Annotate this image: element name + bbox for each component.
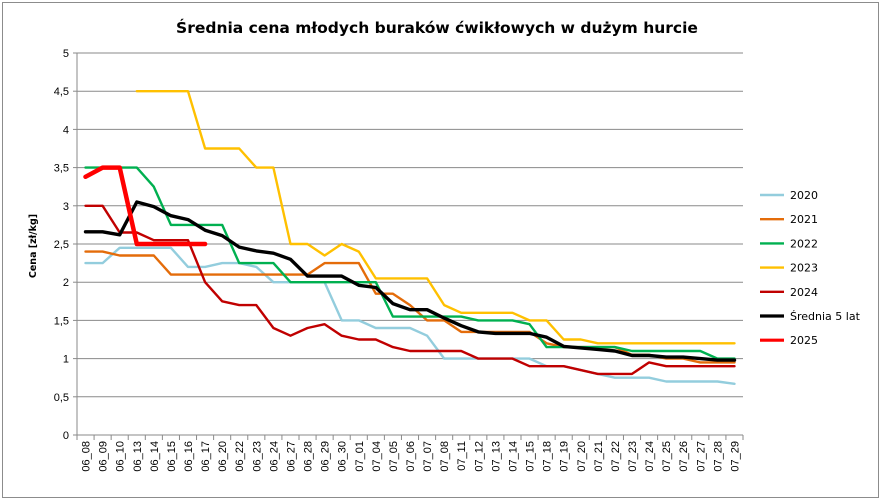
x-tick-label: 07_01 <box>354 441 366 472</box>
x-tick-label: 07_20 <box>576 441 588 472</box>
x-tick-label: 06_29 <box>320 441 332 472</box>
series-line-2021 <box>84 250 736 364</box>
x-tick-label: 06_16 <box>183 441 195 472</box>
x-tick-label: 07_07 <box>422 441 434 472</box>
y-axis-ticks: 0 0,5 1 1,5 2 2,5 3 3,5 4 4,5 5 <box>54 48 77 442</box>
series-line-2025 <box>83 165 208 247</box>
x-tick-label: 07_12 <box>473 441 485 472</box>
y-tick-label: 2,5 <box>54 239 69 251</box>
y-tick-label: 3,5 <box>54 163 69 175</box>
x-tick-label: 06_27 <box>285 441 297 472</box>
y-tick-label: 0 <box>63 430 69 442</box>
x-tick-label: 07_15 <box>525 441 537 472</box>
series-line-2022 <box>84 166 736 360</box>
x-tick-label: 06_28 <box>303 441 315 472</box>
x-tick-label: 06_13 <box>132 441 144 472</box>
x-tick-label: 06_20 <box>217 441 229 472</box>
x-tick-label: 07_05 <box>388 441 400 472</box>
y-tick-label: 5 <box>63 48 69 60</box>
x-tick-label: 07_24 <box>644 441 656 472</box>
series-lines <box>83 90 737 385</box>
x-tick-label: 06_08 <box>81 441 93 472</box>
legend-label: 2022 <box>790 237 818 250</box>
y-tick-label: 4,5 <box>54 86 69 98</box>
x-tick-label: 07_23 <box>627 441 639 472</box>
series-line-2020 <box>84 246 736 385</box>
x-tick-label: 07_06 <box>405 441 417 472</box>
x-tick-label: 06_10 <box>115 441 127 472</box>
x-tick-label: 06_24 <box>268 441 280 472</box>
x-tick-label: 07_08 <box>439 441 451 472</box>
y-axis-label: Cena [zł/kg] <box>28 214 39 278</box>
legend-label: 2025 <box>790 334 818 347</box>
y-tick-label: 1 <box>63 354 69 366</box>
x-tick-label: 06_22 <box>234 441 246 472</box>
x-tick-label: 07_19 <box>559 441 571 472</box>
x-tick-label: 07_26 <box>678 441 690 472</box>
y-tick-label: 0,5 <box>54 392 69 404</box>
x-tick-label: 07_27 <box>695 441 707 472</box>
x-tick-label: 07_13 <box>490 441 502 472</box>
x-tick-label: 07_14 <box>507 441 519 472</box>
x-tick-label: 07_11 <box>456 441 468 471</box>
x-tick-label: 06_09 <box>98 441 110 472</box>
x-tick-label: 07_28 <box>712 441 724 472</box>
legend-label: Średnia 5 lat <box>790 310 861 323</box>
y-tick-label: 3 <box>63 201 69 213</box>
x-tick-label: 06_14 <box>149 441 161 472</box>
x-tick-label: 06_23 <box>251 441 263 472</box>
y-tick-label: 1,5 <box>54 315 69 327</box>
legend-label: 2023 <box>790 262 818 275</box>
series-line-srednia-5-lat <box>83 200 737 362</box>
x-tick-label: 07_22 <box>610 441 622 472</box>
x-tick-label: 07_21 <box>593 441 605 472</box>
series-line-2023 <box>135 90 736 345</box>
legend-label: 2020 <box>790 189 818 202</box>
x-tick-label: 07_29 <box>729 441 741 472</box>
x-tick-label: 07_18 <box>542 441 554 472</box>
legend-label: 2024 <box>790 286 818 299</box>
y-tick-label: 4 <box>63 124 69 136</box>
y-tick-label: 2 <box>63 277 69 289</box>
x-axis-ticks: 06_08 06_09 06_10 06_13 06_14 06_15 06_16 06_17… <box>76 435 744 472</box>
legend: 2020 2021 2022 2023 2024 Średnia 5 lat 2025 <box>760 189 861 347</box>
x-tick-label: 06_30 <box>337 441 349 472</box>
series-line-2024 <box>84 204 736 376</box>
x-tick-label: 07_04 <box>371 441 383 472</box>
x-tick-label: 07_25 <box>661 441 673 472</box>
x-tick-label: 06_15 <box>166 441 178 472</box>
x-tick-label: 06_17 <box>200 441 212 472</box>
chart-title: Średnia cena młodych buraków ćwikłowych … <box>176 18 698 37</box>
legend-label: 2021 <box>790 213 818 226</box>
